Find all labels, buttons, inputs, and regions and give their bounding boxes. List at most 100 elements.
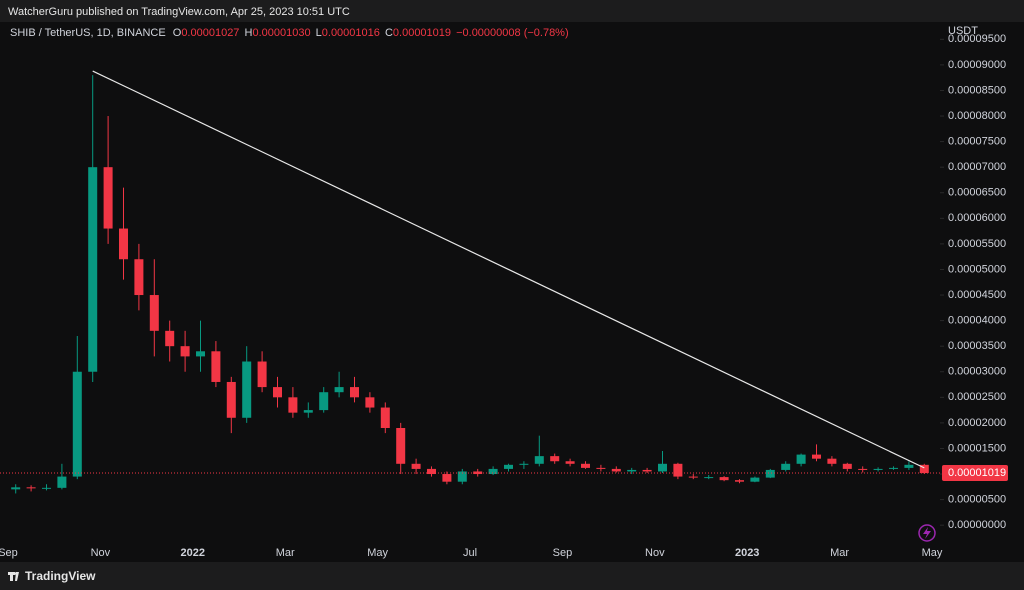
candle-body [165,330,175,347]
y-tick-label: 0.00004000 [948,315,1006,327]
x-tick-label: Nov [645,547,665,559]
c-value: 0.00001019 [393,27,451,39]
candle-body [858,468,868,470]
candle-body [812,454,821,459]
candle-body [581,463,590,468]
candle-body [88,167,98,372]
candle-body [534,456,544,464]
chart-panel [0,22,1024,562]
x-tick-label: Jul [463,547,477,559]
x-tick-label: 2022 [181,547,205,559]
footer-logo [8,572,19,581]
c-key: C [385,27,393,39]
y-tick-label: 0.00008000 [948,110,1006,122]
y-tick-label: 0.00005500 [948,238,1006,250]
y-tick-label: 0.00003000 [948,366,1006,378]
candle-body [688,476,698,478]
candle-body [904,464,914,468]
x-tick-label: Sep [0,547,18,559]
change: −0.00000008 (−0.78%) [456,27,569,39]
candle-body [26,487,36,489]
candle-body [504,464,513,469]
y-tick-label: 0.00003500 [948,340,1006,352]
candle-body [442,474,452,482]
candle-body [226,381,236,418]
footer: TradingView [25,569,96,583]
h-key: H [245,27,253,39]
y-tick-label: 0.00002000 [948,417,1006,429]
x-tick-label: Mar [830,547,849,559]
candle-body [11,487,21,490]
y-tick-label: 0.00001500 [948,442,1006,454]
candle-body [303,410,313,413]
y-tick-label: 0.00006000 [948,212,1006,224]
candle-body [750,477,760,482]
candle-body [365,397,375,408]
candle-body [319,392,329,411]
trend-line [92,70,925,469]
y-tick-label: 0.00000000 [948,519,1006,531]
candle-body [735,480,744,482]
y-unit: USDT [948,25,978,37]
candle-body [873,468,883,470]
o-key: O [173,27,182,39]
candle-body [611,468,621,472]
candle-body [827,458,837,464]
y-tick-label: 0.00004500 [948,289,1006,301]
candle-body [796,454,806,464]
candle-body [889,467,898,469]
candle-body [550,456,560,462]
candle-body [380,407,390,428]
candle-body [596,467,606,469]
x-tick-label: 2023 [735,547,759,559]
candle-body [57,476,67,488]
candle-body [919,464,929,474]
candle-body [149,295,159,331]
y-tick-label: 0.00006500 [948,187,1006,199]
symbol: SHIB / TetherUS, 1D, BINANCE [10,27,166,39]
candle-body [119,228,128,260]
candle-body [673,463,683,477]
x-tick-label: Sep [553,547,573,559]
y-tick-label: 0.00000500 [948,494,1006,506]
y-tick-label: 0.00009500 [948,33,1006,45]
legend: SHIB / TetherUS, 1D, BINANCE O0.00001027… [10,27,569,39]
candle-body [658,463,667,472]
y-tick-label: 0.00007500 [948,136,1006,148]
candle-body [565,461,575,464]
candle-body [842,463,852,469]
candle-body [103,167,113,229]
lightning-icon [918,524,936,542]
h-value: 0.00001030 [252,27,310,39]
x-tick-label: Mar [276,547,295,559]
o-value: 0.00001027 [181,27,239,39]
candle-body [765,469,775,478]
candle-body [427,468,436,475]
y-tick-label: 0.00005000 [948,263,1006,275]
candle-body [288,397,298,413]
candle-body [350,387,359,398]
candle-body [781,463,791,470]
candle-body [396,427,406,464]
candle-body [457,471,467,482]
header: WatcherGuru published on TradingView.com… [8,6,350,18]
candle-body [242,361,252,418]
candle-body [411,463,421,469]
x-tick-label: May [367,547,388,559]
candle-body [519,463,529,465]
candle-body [488,468,498,475]
last-price-box [942,465,1008,482]
x-tick-label: May [922,547,943,559]
candle-body [134,259,144,296]
l-value: 0.00001016 [322,27,380,39]
candle-body [42,487,51,489]
l-key: L [316,27,322,39]
candle-body [334,387,344,393]
candle-body [180,346,190,357]
y-tick-label: 0.00009000 [948,59,1006,71]
candles [11,75,929,494]
y-tick-label: 0.00008500 [948,84,1006,96]
candle-body [273,387,282,398]
